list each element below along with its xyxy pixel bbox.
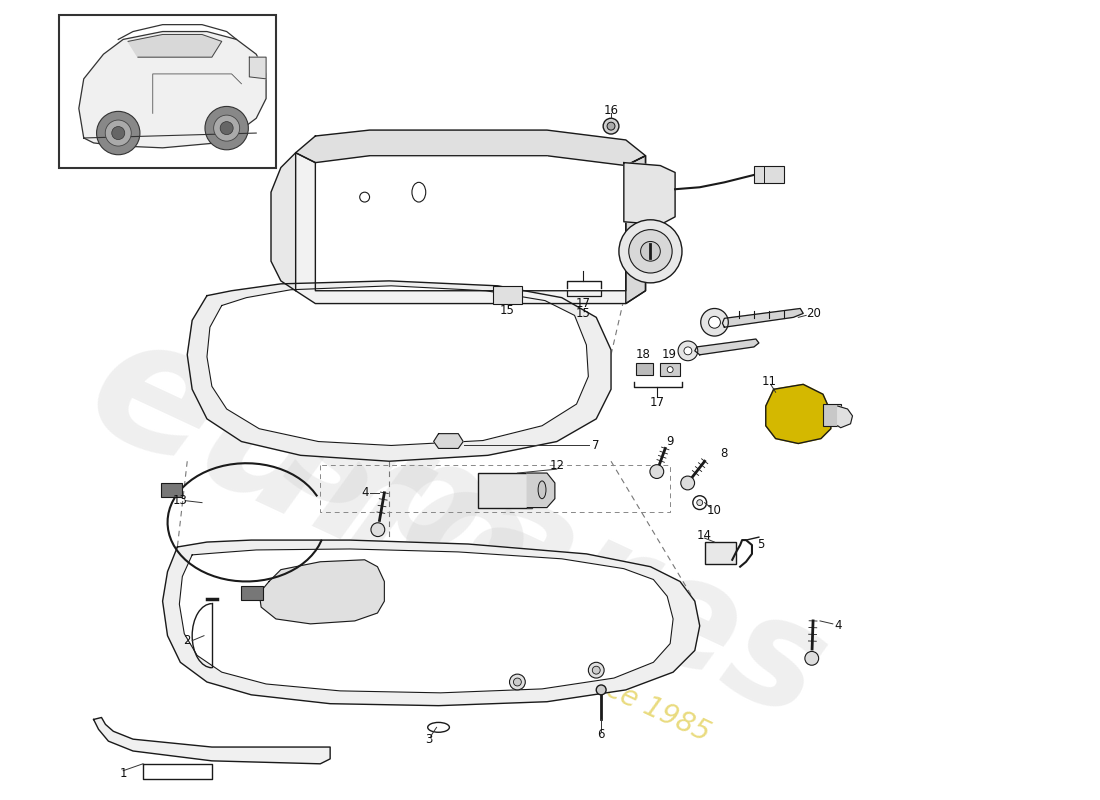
Text: 18: 18 [636,348,651,362]
Bar [59,14,276,167]
Circle shape [678,341,697,361]
Text: 7: 7 [593,439,600,452]
Bar [823,404,840,426]
Bar [636,362,653,374]
Circle shape [619,220,682,283]
Circle shape [205,106,249,150]
Bar [754,166,783,183]
Polygon shape [723,309,803,327]
Text: 15: 15 [500,304,515,317]
Text: 2: 2 [184,634,191,647]
Bar [478,473,532,507]
Polygon shape [296,153,646,303]
Circle shape [603,118,619,134]
Polygon shape [163,540,700,706]
Circle shape [684,347,692,355]
Circle shape [650,465,663,478]
Text: 17: 17 [650,396,664,409]
Text: 11: 11 [761,375,777,388]
Polygon shape [695,339,759,355]
Circle shape [588,662,604,678]
Bar [705,542,736,564]
Polygon shape [527,473,554,507]
Text: 12: 12 [549,458,564,472]
Polygon shape [271,153,296,290]
Circle shape [708,316,720,328]
Text: spares: spares [265,373,848,750]
Polygon shape [624,162,675,225]
Ellipse shape [411,182,426,202]
Polygon shape [626,156,646,303]
Circle shape [97,111,140,154]
Text: 5: 5 [757,538,764,550]
Bar [493,286,522,303]
Text: 10: 10 [707,504,722,517]
Circle shape [696,500,703,506]
Circle shape [371,522,385,537]
Text: 15: 15 [576,307,591,320]
Text: 9: 9 [667,435,674,448]
Text: 1: 1 [120,767,127,780]
Polygon shape [187,281,610,462]
Text: 4: 4 [361,486,368,499]
Polygon shape [250,57,266,79]
Text: 14: 14 [697,529,712,542]
Circle shape [360,192,370,202]
Circle shape [592,666,601,674]
Circle shape [668,366,673,373]
Text: a passion for quality since 1985: a passion for quality since 1985 [300,534,714,747]
Circle shape [607,122,615,130]
Circle shape [509,674,526,690]
Ellipse shape [538,481,546,498]
Text: 20: 20 [805,307,821,320]
Text: 13: 13 [173,494,188,507]
Bar [660,362,680,377]
Polygon shape [128,34,222,57]
Circle shape [681,476,694,490]
Polygon shape [94,718,330,764]
Polygon shape [838,406,853,428]
Circle shape [596,685,606,695]
Text: 3: 3 [425,733,432,746]
Polygon shape [79,31,266,148]
Bar [161,483,183,497]
Circle shape [106,120,131,146]
Polygon shape [296,130,646,166]
Circle shape [640,242,660,261]
Text: 6: 6 [597,728,605,741]
Circle shape [112,126,124,139]
Polygon shape [766,384,830,443]
Circle shape [805,651,818,666]
Polygon shape [207,286,588,446]
Text: 8: 8 [720,447,728,460]
Text: euro: euro [63,295,558,651]
Polygon shape [433,434,463,449]
Bar [241,586,263,600]
Text: 17: 17 [576,297,591,310]
Text: 4: 4 [834,619,842,632]
Circle shape [220,122,233,134]
Text: 19: 19 [662,348,676,362]
Circle shape [514,678,521,686]
Circle shape [701,309,728,336]
Ellipse shape [428,722,450,732]
Polygon shape [260,560,384,624]
Circle shape [213,115,240,141]
Circle shape [693,496,706,510]
Polygon shape [179,549,673,693]
Text: 16: 16 [604,104,618,117]
Circle shape [629,230,672,273]
